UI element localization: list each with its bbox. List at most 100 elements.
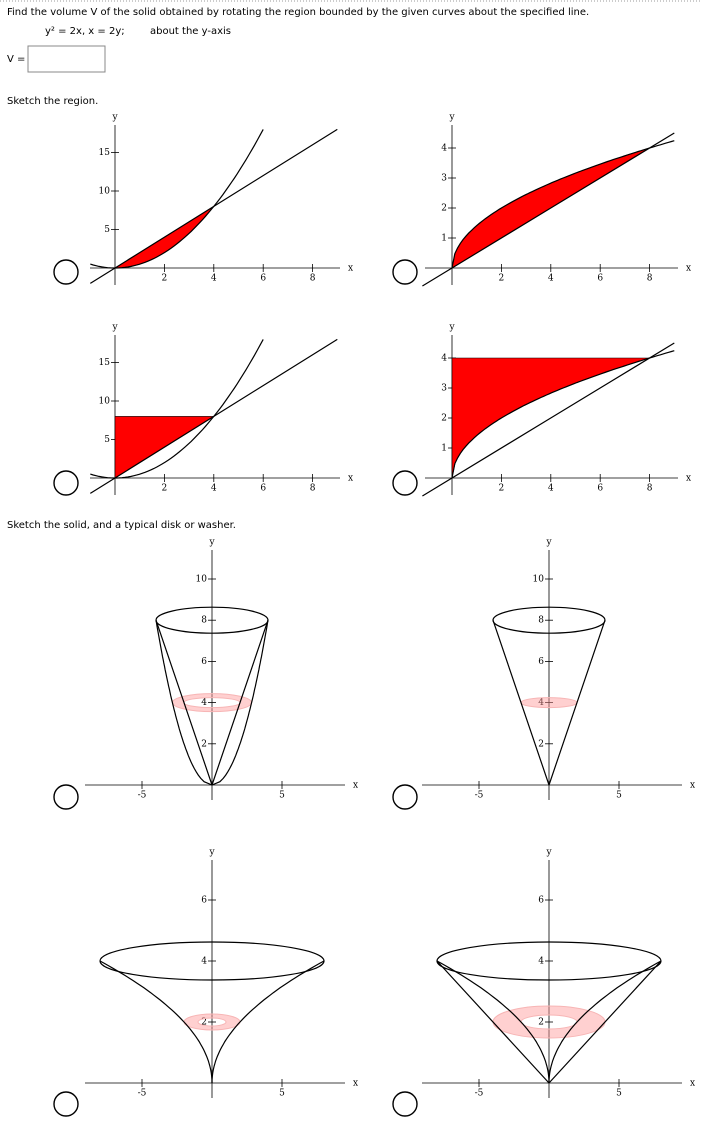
x-tick-label: 6: [597, 274, 603, 284]
line-curve: [89, 128, 338, 284]
radio-button[interactable]: [53, 259, 79, 285]
y-tick-label: 6: [201, 896, 207, 906]
y-tick-label: 8: [201, 616, 207, 626]
y-tick-label: 2: [441, 204, 447, 214]
y-tick-label: 2: [201, 1018, 207, 1028]
cone-line: [492, 620, 550, 786]
y-tick-label: 4: [441, 354, 447, 364]
radio-button[interactable]: [392, 470, 418, 496]
y-tick-label: 3: [441, 384, 447, 394]
y-tick-label: 2: [538, 739, 544, 749]
y-tick-label: 3: [441, 174, 447, 184]
y-axis-label: y: [208, 848, 215, 858]
y-axis-label: y: [448, 113, 455, 123]
y-axis-label: y: [545, 538, 552, 548]
y-tick-label: 5: [104, 225, 110, 235]
y-tick-label: 4: [538, 698, 544, 708]
line-curve: [422, 132, 675, 287]
x-axis-label: x: [353, 781, 358, 791]
y-tick-label: 10: [99, 187, 111, 197]
x-tick-label: 4: [548, 484, 554, 494]
x-tick-label: 2: [499, 484, 505, 494]
x-tick-label: 6: [260, 274, 266, 284]
radio-button[interactable]: [392, 784, 418, 810]
funnel-curve: [99, 960, 213, 1083]
parabola: [90, 129, 264, 269]
x-axis-label: x: [686, 474, 691, 484]
y-axis-label: y: [111, 113, 118, 123]
y-tick-label: 15: [99, 148, 111, 158]
x-tick-label: 5: [279, 791, 285, 801]
x-axis-label: x: [690, 781, 695, 791]
funnel-curve: [548, 960, 662, 1083]
y-axis-label: y: [111, 323, 118, 333]
region-heading: Sketch the region.: [7, 96, 98, 107]
y-tick-label: 1: [441, 234, 447, 244]
x-axis-label: x: [690, 1079, 695, 1089]
x-tick-label: 2: [499, 274, 505, 284]
y-tick-label: 2: [441, 414, 447, 424]
y-tick-label: 8: [538, 616, 544, 626]
question-text: Find the volume V of the solid obtained …: [7, 7, 589, 18]
y-tick-label: 2: [538, 1018, 544, 1028]
radio-button[interactable]: [392, 259, 418, 285]
root-curve: [451, 350, 675, 479]
y-tick-label: 6: [201, 657, 207, 667]
x-tick-label: 4: [211, 484, 217, 494]
answer-input[interactable]: [27, 45, 106, 73]
answer-label: V =: [7, 54, 25, 65]
y-tick-label: 2: [201, 739, 207, 749]
line-curve: [89, 338, 338, 494]
radio-button[interactable]: [53, 1091, 79, 1117]
x-tick-label: -5: [475, 791, 484, 801]
y-axis-label: y: [208, 538, 215, 548]
y-tick-label: 4: [201, 698, 207, 708]
cone-line: [548, 620, 606, 786]
y-axis-label: y: [448, 323, 455, 333]
y-tick-label: 10: [99, 397, 111, 407]
x-tick-label: 8: [647, 484, 653, 494]
x-tick-label: 6: [260, 484, 266, 494]
y-tick-label: 10: [533, 575, 545, 585]
y-tick-label: 4: [201, 957, 207, 967]
radio-button[interactable]: [53, 784, 79, 810]
root-curve: [451, 140, 675, 269]
y-tick-label: 15: [99, 358, 111, 368]
x-axis-label: x: [348, 474, 353, 484]
line-curve: [422, 342, 675, 497]
solid-heading: Sketch the solid, and a typical disk or …: [7, 520, 236, 531]
equation: y² = 2x, x = 2y;: [45, 26, 125, 37]
x-tick-label: 8: [310, 484, 316, 494]
x-tick-label: 4: [211, 274, 217, 284]
x-tick-label: -5: [138, 791, 147, 801]
y-tick-label: 4: [538, 957, 544, 967]
funnel-curve: [211, 960, 325, 1083]
y-axis-label: y: [545, 848, 552, 858]
disk: [520, 697, 578, 709]
y-tick-label: 1: [441, 444, 447, 454]
x-tick-label: 6: [597, 484, 603, 494]
x-tick-label: -5: [138, 1089, 147, 1099]
x-tick-label: 5: [616, 1089, 622, 1099]
funnel-curve: [436, 960, 550, 1083]
x-tick-label: 4: [548, 274, 554, 284]
parabola-side: [211, 620, 269, 786]
radio-button[interactable]: [53, 470, 79, 496]
y-tick-label: 10: [196, 575, 208, 585]
y-tick-label: 6: [538, 657, 544, 667]
x-tick-label: 2: [162, 274, 168, 284]
x-tick-label: 5: [279, 1089, 285, 1099]
rotation-line: about the y-axis: [150, 26, 231, 37]
x-tick-label: 2: [162, 484, 168, 494]
x-tick-label: 5: [616, 791, 622, 801]
x-axis-label: x: [353, 1079, 358, 1089]
x-axis-label: x: [686, 264, 691, 274]
x-tick-label: -5: [475, 1089, 484, 1099]
parabola: [90, 339, 264, 479]
y-tick-label: 6: [538, 896, 544, 906]
cone-line: [211, 620, 269, 786]
radio-button[interactable]: [392, 1091, 418, 1117]
x-axis-label: x: [348, 264, 353, 274]
cone-line: [155, 620, 213, 786]
